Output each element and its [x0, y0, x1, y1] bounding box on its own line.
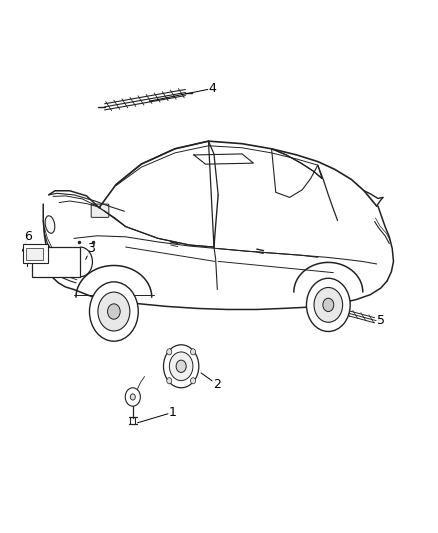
- Text: 3: 3: [87, 242, 95, 255]
- Circle shape: [130, 394, 135, 400]
- Circle shape: [307, 278, 350, 332]
- Circle shape: [108, 304, 120, 319]
- Circle shape: [191, 378, 196, 384]
- Text: 4: 4: [209, 82, 217, 95]
- Text: 5: 5: [377, 314, 385, 327]
- Circle shape: [98, 292, 130, 331]
- Bar: [32, 247, 80, 277]
- Circle shape: [170, 352, 193, 381]
- Text: 1: 1: [169, 406, 177, 419]
- Circle shape: [191, 349, 196, 355]
- Text: 2: 2: [213, 378, 221, 391]
- Circle shape: [125, 388, 140, 406]
- FancyBboxPatch shape: [91, 204, 109, 217]
- Circle shape: [167, 349, 172, 355]
- Bar: [24, 245, 48, 263]
- Text: 6: 6: [24, 230, 32, 244]
- Bar: [26, 247, 43, 260]
- Circle shape: [167, 378, 172, 384]
- Circle shape: [89, 282, 138, 341]
- Circle shape: [163, 345, 199, 388]
- Circle shape: [323, 298, 334, 311]
- Circle shape: [176, 360, 186, 373]
- Circle shape: [314, 287, 343, 322]
- Ellipse shape: [45, 216, 55, 233]
